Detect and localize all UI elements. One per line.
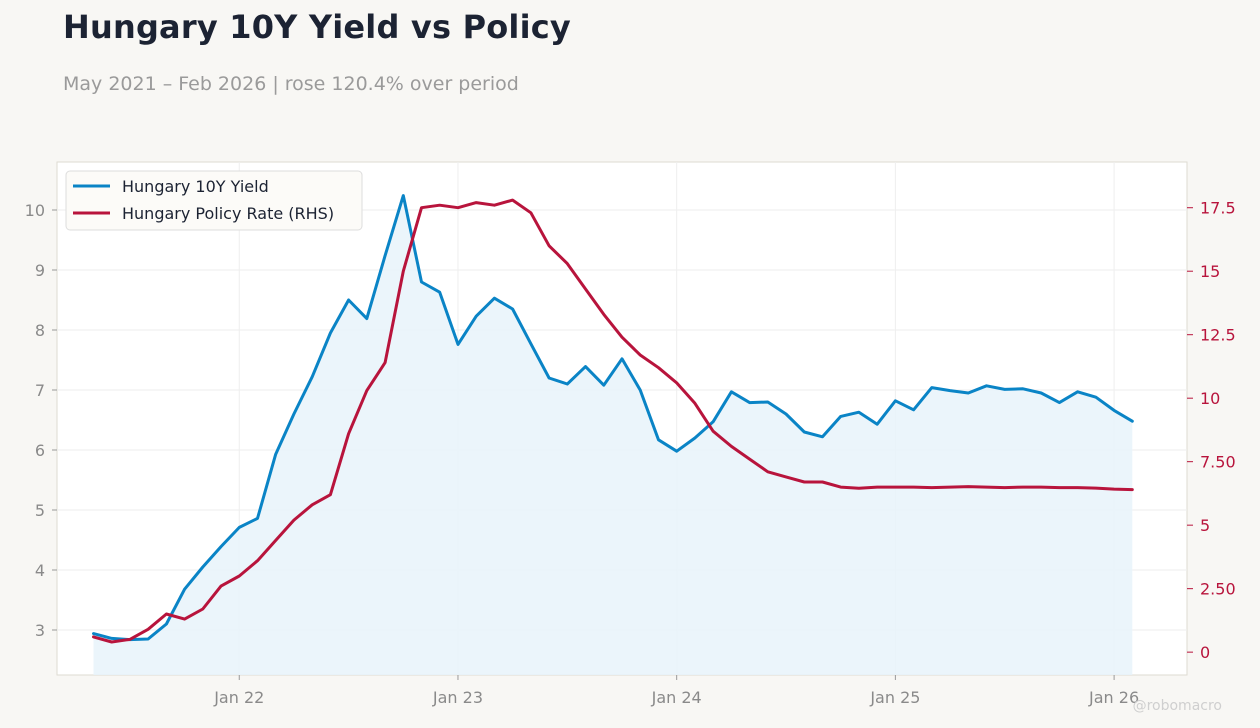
y-left-tick-label: 7 bbox=[35, 381, 45, 400]
y-left-tick-label: 8 bbox=[35, 321, 45, 340]
chart-title: Hungary 10Y Yield vs Policy bbox=[63, 8, 571, 46]
x-tick-label: Jan 26 bbox=[1088, 688, 1139, 707]
y-right-tick-label: 12.5 bbox=[1200, 326, 1236, 345]
watermark: @robomacro bbox=[1132, 698, 1222, 714]
policy-rate-line bbox=[92, 198, 1134, 644]
x-tick-label: Jan 23 bbox=[432, 688, 483, 707]
y-right-tick-label: 2.50 bbox=[1200, 580, 1236, 599]
y-right-tick-label: 5 bbox=[1200, 516, 1210, 535]
legend: Hungary 10Y Yield Hungary Policy Rate (RH… bbox=[65, 170, 363, 231]
y-right-tick-label: 17.5 bbox=[1200, 199, 1236, 218]
y-left-tick-label: 9 bbox=[35, 261, 45, 280]
y-left-tick-label: 5 bbox=[35, 501, 45, 520]
y-right-tick-label: 15 bbox=[1200, 262, 1220, 281]
legend-label: Hungary Policy Rate (RHS) bbox=[122, 204, 334, 223]
y-left-tick-label: 6 bbox=[35, 441, 45, 460]
legend-box bbox=[65, 170, 363, 231]
legend-label: Hungary 10Y Yield bbox=[122, 177, 269, 196]
yield-area bbox=[93, 195, 1133, 675]
x-tick-label: Jan 25 bbox=[869, 688, 920, 707]
x-tick-label: Jan 22 bbox=[213, 688, 264, 707]
y-left-tick-label: 3 bbox=[35, 621, 45, 640]
y-left-tick-label: 10 bbox=[25, 201, 45, 220]
y-right-tick-label: 0 bbox=[1200, 643, 1210, 662]
y-right-tick-label: 10 bbox=[1200, 389, 1220, 408]
chart-subtitle: May 2021 – Feb 2026 | rose 120.4% over p… bbox=[63, 73, 519, 95]
y-left-tick-label: 4 bbox=[35, 561, 45, 580]
yield-line bbox=[92, 194, 1134, 642]
x-tick-label: Jan 24 bbox=[651, 688, 702, 707]
y-right-tick-label: 7.50 bbox=[1200, 453, 1236, 472]
